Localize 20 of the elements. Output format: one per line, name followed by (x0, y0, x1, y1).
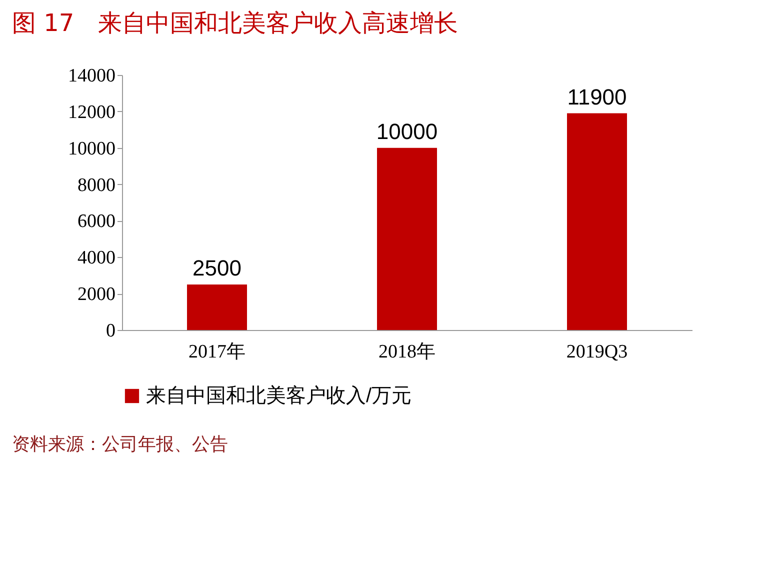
x-tick-label: 2017年 (188, 342, 246, 362)
y-tick-label: 0 (106, 320, 116, 342)
bar (187, 284, 247, 330)
x-tick-label: 2018年 (378, 342, 436, 362)
y-tick-label: 12000 (68, 102, 116, 123)
data-label: 11900 (567, 84, 627, 110)
y-tick-label: 6000 (78, 211, 116, 232)
bar (567, 113, 627, 330)
text: 资料来源：公司年报、公告 (12, 434, 228, 455)
y-tick-label: 4000 (78, 248, 116, 269)
y-tick-label: 8000 (78, 174, 116, 196)
data-label: 10000 (376, 118, 438, 144)
y-tick-label: 2000 (78, 284, 116, 306)
y-tick-label: 14000 (68, 66, 116, 86)
chart-title: 图 17 来自中国和北美客户收入高速增长 (12, 9, 458, 37)
data-label: 2500 (192, 255, 242, 280)
x-tick-label: 2019Q3 (566, 342, 628, 362)
y-tick-label: 10000 (68, 138, 116, 160)
legend-label: 来自中国和北美客户收入/万元 (146, 384, 412, 407)
bar (377, 148, 437, 330)
